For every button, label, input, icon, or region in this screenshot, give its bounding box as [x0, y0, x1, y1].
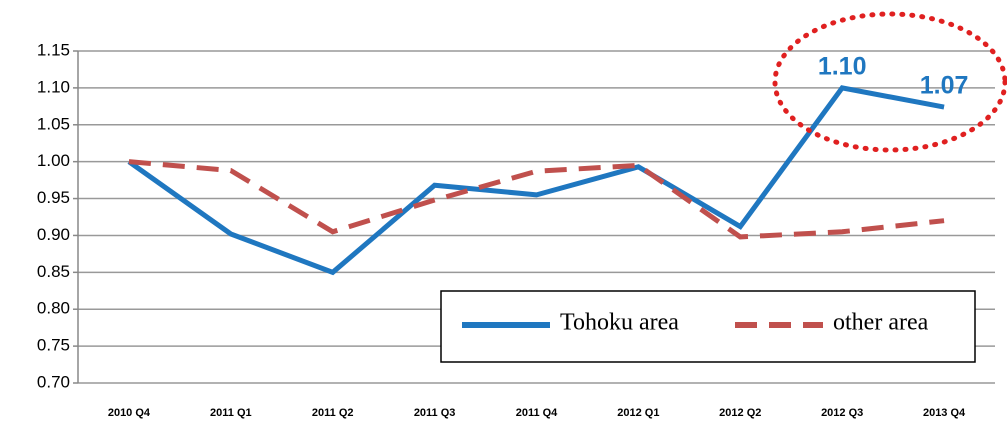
- value-label: 1.10: [818, 52, 867, 80]
- value-label: 1.07: [920, 72, 969, 100]
- x-tick-label: 2012 Q2: [719, 407, 761, 419]
- x-tick-label: 2011 Q2: [312, 407, 354, 419]
- x-tick-label: 2010 Q4: [108, 407, 151, 419]
- series-line: [127, 85, 945, 276]
- highlight-ellipse: [772, 11, 1007, 153]
- y-tick-label: 0.70: [37, 372, 70, 391]
- x-tick-label: 2012 Q1: [617, 407, 659, 419]
- series-line: [128, 159, 945, 240]
- y-tick-label: 0.80: [37, 299, 70, 318]
- plot: 0.70 0.75 0.80 0.85 0.90 0.95 1.00 1.05 1.10 1.15…: [37, 40, 995, 419]
- y-tick-label: 0.85: [37, 262, 70, 281]
- y-tick-label: 1.15: [37, 40, 70, 59]
- x-tick-label: 2012 Q3: [821, 407, 863, 419]
- legend-label: Tohoku area: [560, 310, 679, 336]
- y-tick-label: 0.95: [37, 188, 70, 207]
- x-tick-label: 2011 Q4: [516, 407, 558, 419]
- y-tick-label: 0.90: [37, 225, 70, 244]
- y-tick-label: 1.05: [37, 114, 70, 133]
- x-tick-label: 2011 Q3: [414, 407, 456, 419]
- x-tick-label: 2011 Q1: [210, 407, 252, 419]
- legend-label: other area: [833, 310, 929, 336]
- y-tick-label: 0.75: [37, 336, 70, 355]
- y-tick-label: 1.10: [37, 77, 70, 96]
- x-tick-label: 2013 Q4: [923, 407, 966, 419]
- y-tick-label: 1.00: [37, 151, 70, 170]
